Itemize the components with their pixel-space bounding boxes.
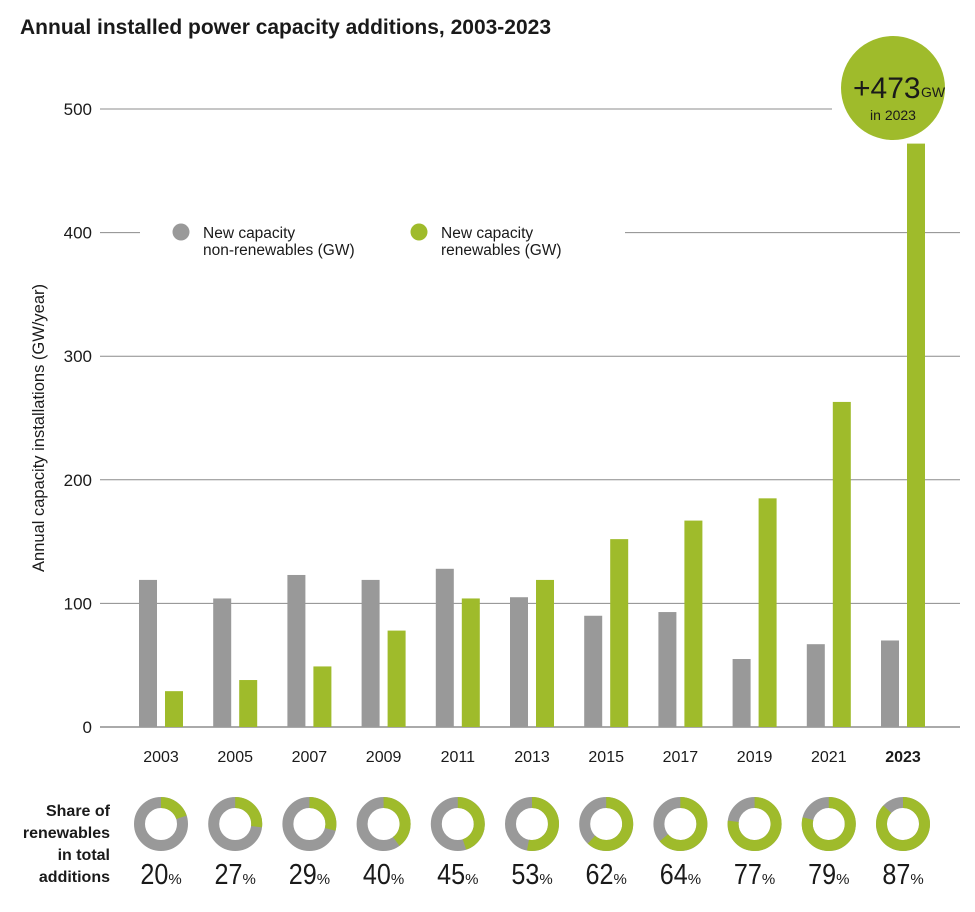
x-tick-label: 2019 (737, 749, 773, 766)
share-percent: 79% (808, 859, 849, 891)
bar-non-renewables (435, 568, 454, 727)
bar-non-renewables (584, 615, 603, 727)
y-tick-label: 300 (64, 347, 92, 366)
bar-renewables (610, 539, 629, 727)
y-tick-label: 200 (64, 471, 92, 490)
legend-label: New capacity (203, 225, 295, 242)
share-percent: 62% (586, 859, 627, 891)
bar-renewables (461, 598, 480, 727)
x-tick-label: 2009 (366, 749, 402, 766)
donut-renewables-arc (659, 797, 708, 851)
bars (139, 143, 925, 727)
bar-non-renewables (732, 659, 751, 727)
callout-bubble (841, 36, 945, 140)
donut-renewables-arc (234, 797, 263, 828)
x-tick-label: 2021 (811, 749, 847, 766)
donut-renewables-arc (457, 797, 485, 850)
share-heading: in total (58, 847, 110, 864)
bar-non-renewables (361, 579, 380, 727)
donut-renewables-arc (727, 797, 782, 851)
bar-renewables (684, 520, 703, 727)
x-tick-label: 2005 (217, 749, 253, 766)
x-tick-label: 2023 (885, 749, 921, 766)
bar-renewables (165, 691, 183, 727)
bar-non-renewables (287, 574, 306, 727)
bar-non-renewables (510, 597, 528, 727)
donut-renewables-arc (526, 797, 559, 851)
bar-non-renewables (213, 598, 232, 727)
share-percent: 87% (882, 859, 923, 891)
donut-renewables-arc (160, 797, 187, 820)
x-tick-label: 2013 (514, 749, 550, 766)
legend-label: New capacity (441, 225, 533, 242)
share-percent: 77% (734, 859, 775, 891)
bar-non-renewables (806, 644, 825, 727)
callout-subtitle: in 2023 (870, 107, 916, 123)
callout-value: +473 (853, 72, 921, 105)
bar-non-renewables (881, 640, 899, 727)
donut-renewables-arc (587, 797, 634, 851)
y-axis: 0 100 200 300 400 500 Annual capacity installa… (30, 100, 92, 737)
callout-unit: GW (921, 84, 946, 100)
bar-renewables (387, 630, 406, 727)
y-axis-label: Annual capacity installations (GW/year) (30, 284, 48, 572)
legend-marker (410, 223, 428, 241)
bar-renewables (907, 143, 925, 727)
bar-renewables (536, 579, 554, 727)
chart-title: Annual installed power capacity addition… (20, 16, 552, 39)
share-of-renewables: Share of renewables in total additions 20% 27… (23, 797, 930, 891)
bar-non-renewables (658, 612, 677, 727)
share-percent: 27% (215, 859, 256, 891)
x-tick-label: 2015 (588, 749, 624, 766)
x-axis: 2003 2005 2007 2009 2011 2013 2015 2017 2019 2021… (143, 749, 921, 766)
bar-renewables (239, 680, 258, 727)
x-tick-label: 2017 (663, 749, 699, 766)
bar-renewables (832, 401, 851, 727)
share-percent: 53% (511, 859, 552, 891)
share-percent: 40% (363, 859, 404, 891)
legend-marker (172, 223, 190, 241)
y-tick-label: 400 (64, 224, 92, 243)
share-heading: Share of (46, 803, 111, 820)
donut-renewables-arc (308, 797, 337, 831)
donut-renewables-arc (801, 797, 856, 851)
legend-label: non-renewables (GW) (203, 242, 355, 259)
share-percent: 64% (660, 859, 701, 891)
y-tick-label: 500 (64, 100, 92, 119)
bar-non-renewables (139, 579, 157, 727)
share-percent: 29% (289, 859, 330, 891)
share-percent: 20% (140, 859, 181, 891)
y-tick-label: 100 (64, 594, 92, 613)
x-tick-label: 2011 (441, 749, 476, 766)
donut-renewables-arc (876, 797, 930, 851)
callout: +473 GW in 2023 (841, 36, 946, 140)
donut-renewables-arc (383, 797, 411, 846)
share-percent: 45% (437, 859, 478, 891)
bar-renewables (758, 498, 777, 727)
share-heading: additions (39, 869, 110, 886)
x-tick-label: 2007 (292, 749, 328, 766)
x-tick-label: 2003 (143, 749, 179, 766)
bar-renewables (313, 666, 332, 727)
y-tick-label: 0 (83, 718, 92, 737)
share-heading: renewables (23, 825, 110, 842)
legend-label: renewables (GW) (441, 242, 562, 259)
